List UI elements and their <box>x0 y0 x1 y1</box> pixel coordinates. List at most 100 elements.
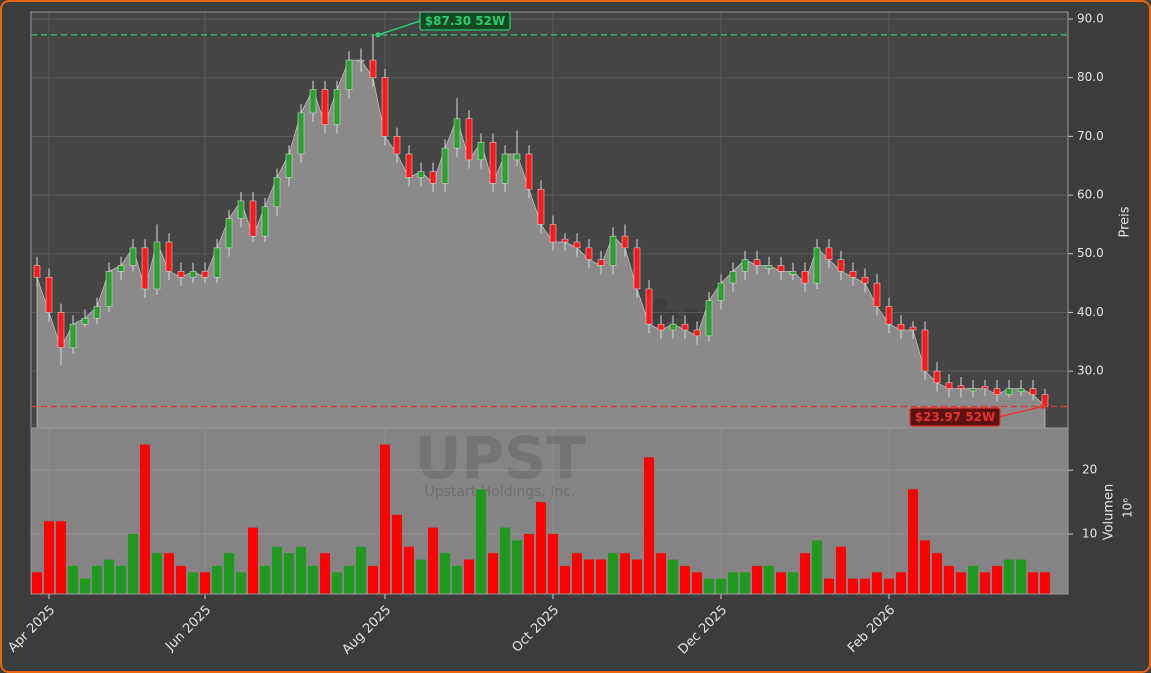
volume-bar <box>428 527 438 594</box>
candle-body <box>213 247 221 278</box>
candle-body <box>957 385 965 389</box>
candle-body <box>705 300 713 337</box>
volume-tick-label: 10 <box>1082 526 1097 540</box>
volume-bar <box>692 572 702 594</box>
volume-bar <box>356 546 366 594</box>
volume-bar <box>440 553 450 594</box>
company-watermark: Upstart Holdings, Inc. <box>424 484 575 500</box>
annotation-label: $87.30 52W <box>425 14 505 28</box>
candle-body <box>501 153 509 184</box>
volume-bar <box>260 565 270 594</box>
volume-bar <box>308 565 318 594</box>
candle-body <box>573 241 581 249</box>
volume-bar <box>824 578 834 594</box>
volume-bar <box>752 565 762 594</box>
candle-body <box>921 329 929 372</box>
volume-bar <box>788 572 798 594</box>
volume-bar <box>524 533 534 594</box>
candle-body <box>117 265 125 272</box>
candle-body <box>825 247 833 260</box>
volume-bar <box>536 502 546 594</box>
y-tick-label: 40.0 <box>1077 305 1104 319</box>
volume-bar <box>596 559 606 594</box>
annotation-arrowhead <box>375 32 381 38</box>
candle-body <box>873 282 881 307</box>
volume-bar <box>920 540 930 594</box>
candle-body <box>177 271 185 278</box>
candle-body <box>537 188 545 225</box>
candle-body <box>489 142 497 184</box>
candle-body <box>849 271 857 278</box>
volume-multiplier: 10⁶ <box>1121 498 1135 518</box>
candle-body <box>777 265 785 272</box>
candle-body <box>405 153 413 178</box>
volume-bar <box>464 559 474 594</box>
candle-body <box>141 247 149 290</box>
candle-body <box>441 147 449 184</box>
volume-bar <box>92 565 102 594</box>
volume-bar <box>248 527 258 594</box>
volume-bar <box>296 546 306 594</box>
candle-body <box>309 89 317 114</box>
volume-bar <box>572 553 582 594</box>
candle-body <box>1017 388 1025 392</box>
candle-body <box>969 388 977 392</box>
volume-bar <box>644 457 654 594</box>
volume-bar <box>344 565 354 594</box>
volume-bar <box>80 578 90 594</box>
candle-body <box>393 136 401 155</box>
volume-bar <box>812 540 822 594</box>
candle-body <box>465 118 473 161</box>
candle-body <box>453 118 461 149</box>
candle-body <box>261 206 269 237</box>
y-tick-label: 90.0 <box>1077 12 1104 26</box>
volume-bar <box>224 553 234 594</box>
candle-body <box>885 306 893 325</box>
candle-body <box>1029 388 1037 395</box>
volume-bar <box>416 559 426 594</box>
volume-bar <box>704 578 714 594</box>
volume-axis-label: Volumen <box>1102 484 1117 541</box>
volume-bar <box>392 514 402 594</box>
volume-bar <box>992 565 1002 594</box>
volume-bar <box>656 553 666 594</box>
candle-body <box>801 271 809 284</box>
volume-border <box>30 427 1069 595</box>
candle-body <box>633 247 641 290</box>
candle-body <box>129 247 137 266</box>
candle-body <box>93 306 101 319</box>
candle-body <box>597 259 605 266</box>
candle-body <box>285 153 293 178</box>
volume-bar <box>272 546 282 594</box>
candle-body <box>681 323 689 331</box>
candle-body <box>369 59 377 78</box>
candle-body <box>765 265 773 269</box>
candle-body <box>201 271 209 278</box>
annotation-arrow <box>377 20 421 36</box>
candle-body <box>165 241 173 272</box>
candle-body <box>45 276 53 313</box>
price-area <box>36 59 1046 429</box>
volume-bar <box>452 565 462 594</box>
volume-bar <box>740 572 750 594</box>
volume-bar <box>368 565 378 594</box>
volume-bar <box>500 527 510 594</box>
candle-body <box>249 200 257 237</box>
candle-body <box>645 288 653 325</box>
candle-body <box>657 323 665 331</box>
volume-bar <box>848 578 858 594</box>
candle-body <box>909 326 917 331</box>
volume-bar <box>68 565 78 594</box>
annotation-arrowhead <box>1040 403 1046 409</box>
volume-bar <box>32 572 42 594</box>
volume-bar <box>404 546 414 594</box>
volume-bar <box>236 572 246 594</box>
volume-bar <box>860 578 870 594</box>
candle-body <box>993 388 1001 395</box>
volume-bar <box>632 559 642 594</box>
candle-body <box>357 59 365 62</box>
candle-body <box>513 153 521 161</box>
candle-body <box>549 224 557 243</box>
